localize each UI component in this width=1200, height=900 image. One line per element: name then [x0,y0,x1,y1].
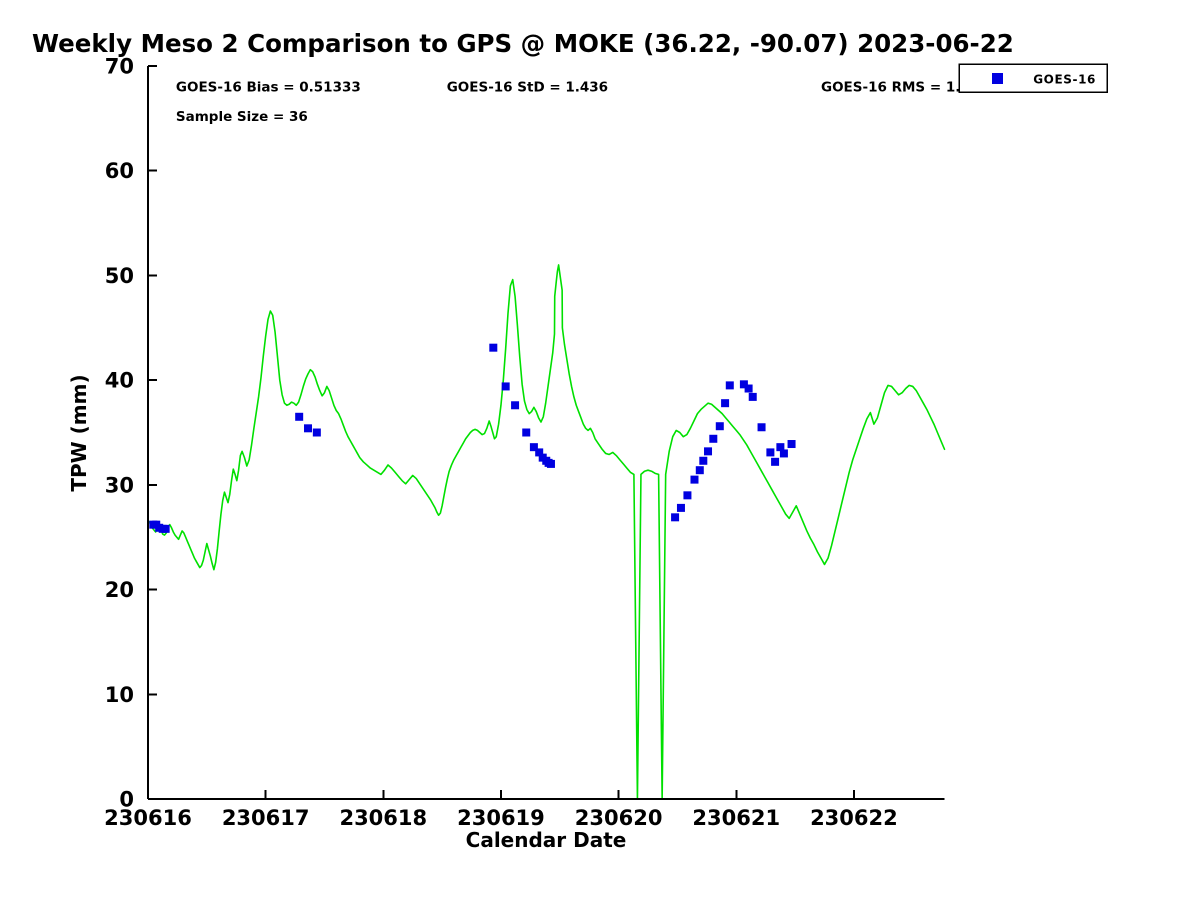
data-point [501,382,510,391]
data-point [748,392,757,401]
data-point [721,399,730,408]
legend-marker-square [992,73,1003,84]
x-tick-label: 230616 [104,806,192,830]
data-point [744,384,753,393]
stats-annotations: GOES-16 Bias = 0.51333 GOES-16 StD = 1.43… [176,80,989,125]
x-tick-label: 230617 [222,806,310,830]
y-tick-label: 10 [105,683,134,707]
y-tick-label: 0 [119,788,134,812]
x-tick-label: 230621 [692,806,780,830]
data-point [295,412,304,421]
data-point [709,434,718,443]
data-point [699,456,708,465]
data-point [676,503,685,512]
data-point [511,401,520,410]
x-axis: 230616 230617 230618 230619 230620 230621 2306… [104,790,945,830]
y-tick-label: 70 [105,55,134,79]
x-tick-label: 230620 [575,806,663,830]
data-point [489,343,498,352]
chart-legend: GOES-16 [958,63,1108,93]
x-tick-label: 230618 [339,806,427,830]
plot-area [147,264,946,800]
data-point [787,440,796,449]
data-point [546,459,555,468]
data-point [715,422,724,431]
data-point [695,466,704,475]
data-point [312,428,321,437]
y-tick-label: 20 [105,578,134,602]
data-point [304,424,313,433]
annotation-rms: GOES-16 RMS = 1.525 [821,80,989,96]
series-scatter-goes-16 [149,343,796,533]
data-point [683,491,692,500]
y-axis-title: TPW (mm) [67,374,91,491]
data-point [779,449,788,458]
series-line-gps [147,264,946,800]
data-point [522,428,531,437]
y-tick-label: 50 [105,264,134,288]
legend-label: GOES-16 [1033,73,1096,87]
page-title: Weekly Meso 2 Comparison to GPS @ MOKE (… [32,29,1014,58]
data-point [529,443,538,452]
y-axis: 0 10 20 30 40 50 60 70 [105,55,157,812]
annotation-sample-size: Sample Size = 36 [176,109,308,125]
x-tick-label: 230619 [457,806,545,830]
data-point [757,423,766,432]
data-point [725,381,734,390]
data-point [535,448,544,457]
legend-background [958,63,1108,93]
data-point [776,443,785,452]
data-point [704,447,713,456]
data-point [771,457,780,466]
data-point [161,524,170,533]
y-tick-label: 40 [105,369,134,393]
data-point [690,475,699,484]
data-point [739,380,748,389]
x-axis-title: Calendar Date [466,828,627,852]
y-tick-label: 60 [105,159,134,183]
data-point [766,448,775,457]
y-tick-label: 30 [105,473,134,497]
x-tick-label: 230622 [810,806,898,830]
data-point [671,513,680,522]
annotation-bias: GOES-16 Bias = 0.51333 [176,80,361,96]
annotation-std: GOES-16 StD = 1.436 [447,80,608,96]
